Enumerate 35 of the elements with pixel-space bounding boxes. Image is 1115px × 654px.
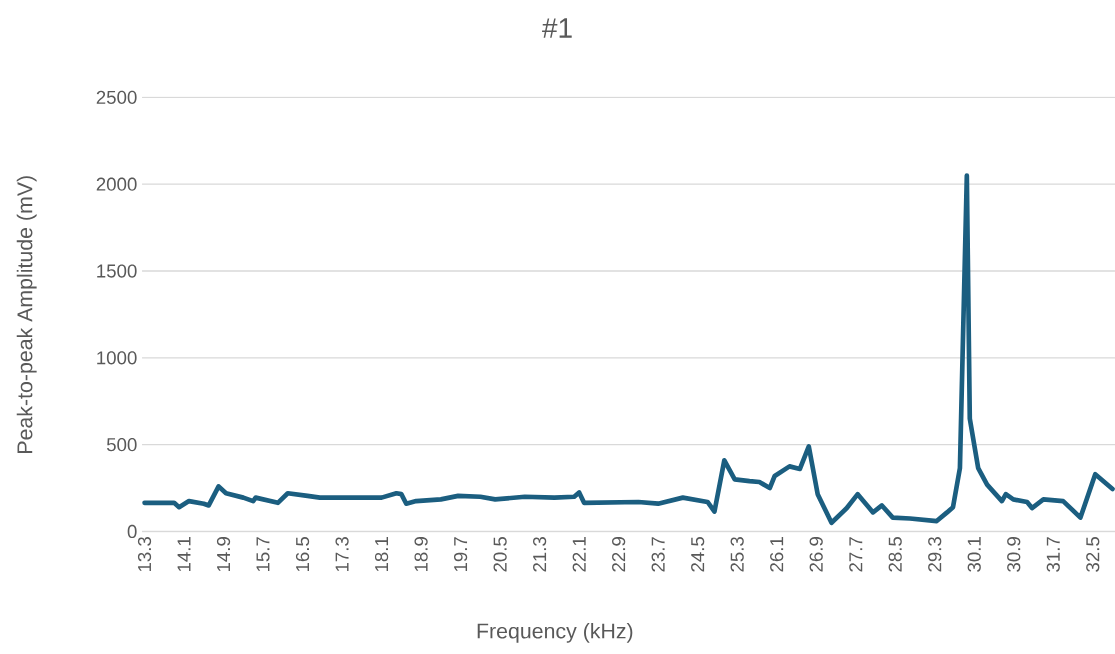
x-tick-label: 24.5 [691, 537, 705, 572]
x-tick-label: 18.1 [374, 537, 389, 572]
x-tick-label: 26.9 [809, 537, 823, 572]
x-tick-label: 22.1 [572, 537, 586, 572]
x-tick-label: 13.3 [137, 537, 152, 572]
x-tick-label: 29.3 [928, 537, 942, 572]
x-tick-label: 15.7 [256, 537, 270, 572]
x-tick-label: 30.9 [1007, 537, 1021, 573]
x-tick-label: 19.7 [453, 537, 468, 572]
y-tick-label: 0 [127, 525, 137, 539]
y-tick-label: 500 [106, 438, 137, 452]
x-tick-label: 30.1 [967, 537, 981, 573]
x-axis-title: Frequency (kHz) [477, 623, 633, 644]
y-tick-label: 2500 [96, 90, 137, 105]
x-tick-label: 14.9 [216, 537, 231, 572]
x-tick-label: 17.3 [335, 537, 349, 572]
y-tick-label: 2000 [96, 177, 137, 192]
y-tick-label: 1500 [97, 264, 137, 278]
y-tick-label: 1000 [97, 351, 137, 365]
line-series [142, 173, 1115, 526]
x-tick-label: 21.3 [533, 537, 547, 572]
x-tick-label: 22.9 [612, 537, 626, 572]
x-tick-label: 14.1 [177, 537, 191, 572]
x-tick-label: 32.5 [1086, 537, 1100, 573]
x-tick-label: 27.7 [849, 537, 863, 572]
x-tick-label: 18.9 [414, 537, 428, 572]
x-tick-label: 31.7 [1046, 537, 1060, 573]
x-tick-label: 25.3 [730, 537, 744, 572]
x-tick-label: 20.5 [493, 537, 507, 572]
x-tick-label: 28.5 [888, 537, 902, 572]
chart-title: #1 [542, 18, 572, 38]
x-tick-label: 26.1 [770, 537, 784, 572]
x-tick-label: 16.5 [295, 537, 310, 572]
x-tick-label: 23.7 [651, 537, 665, 572]
y-axis-title: Peak-to-peak Amplitude (mV) [16, 176, 37, 454]
